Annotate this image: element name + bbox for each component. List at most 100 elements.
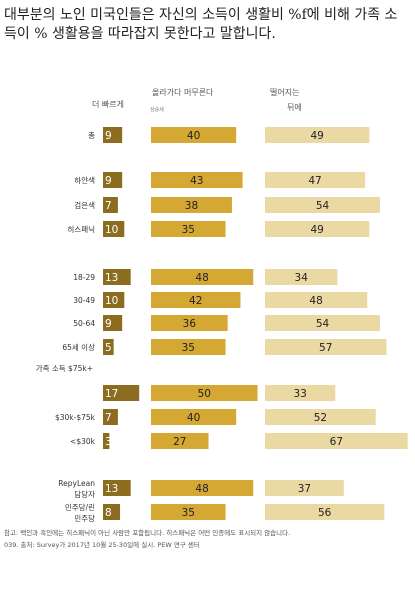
- category-label: RepyLean 담당자: [58, 479, 95, 499]
- bar-keeping-up: [151, 433, 209, 449]
- bar-faster: [103, 292, 125, 308]
- value-label-keeping-up: 27: [173, 436, 186, 448]
- bar-keeping-up: [151, 292, 241, 308]
- bar-faster: [103, 221, 125, 237]
- column-header-keeping-up: 올라가다 머무른다: [152, 88, 214, 97]
- value-label-faster: 7: [105, 412, 112, 424]
- value-label-faster: 7: [105, 200, 112, 212]
- value-label-keeping-up: 40: [187, 412, 200, 424]
- value-label-falling-behind: 34: [295, 272, 309, 284]
- category-label: 하얀색: [74, 175, 95, 185]
- value-label-keeping-up: 40: [187, 130, 200, 142]
- value-label-faster: 5: [105, 342, 112, 354]
- column-header-faster: 더 빠르게: [92, 99, 124, 109]
- value-label-falling-behind: 49: [310, 224, 323, 236]
- bar-falling-behind: [265, 339, 387, 355]
- bar-falling-behind: [265, 480, 344, 496]
- bar-faster: [103, 409, 118, 425]
- bar-keeping-up: [151, 504, 226, 520]
- value-label-keeping-up: 50: [198, 388, 211, 400]
- value-label-faster: 9: [105, 175, 112, 187]
- value-label-falling-behind: 37: [298, 483, 311, 495]
- bar-faster: [103, 127, 123, 143]
- value-label-faster: 9: [105, 130, 112, 142]
- chart-note: 참고: 백인과 흑인에는 히스패닉이 아닌 사람만 포함됩니다. 히스패닉은 어…: [4, 527, 408, 551]
- value-label-falling-behind: 57: [319, 342, 332, 354]
- value-label-faster: 13: [105, 272, 118, 284]
- bar-falling-behind: [265, 221, 370, 237]
- value-label-keeping-up: 35: [182, 507, 195, 519]
- value-label-falling-behind: 47: [308, 175, 321, 187]
- column-header-falling: 떨어지는: [270, 87, 299, 97]
- category-label: 가족 소득 $75k+: [36, 364, 93, 373]
- value-label-faster: 10: [105, 224, 118, 236]
- bar-keeping-up: [151, 269, 254, 285]
- bar-falling-behind: [265, 315, 381, 331]
- bar-falling-behind: [265, 127, 370, 143]
- bar-falling-behind: [265, 172, 366, 188]
- value-label-keeping-up: 48: [195, 483, 208, 495]
- bar-falling-behind: [265, 409, 376, 425]
- bar-faster: [103, 339, 114, 355]
- value-label-falling-behind: 33: [293, 388, 306, 400]
- bar-faster: [103, 433, 110, 449]
- value-label-falling-behind: 54: [316, 318, 330, 330]
- column-subheader-keeping-up: 상승세: [150, 106, 164, 113]
- category-label: 18-29: [73, 273, 95, 282]
- category-label: 민주당/린 민주당: [65, 502, 95, 523]
- value-label-falling-behind: 56: [318, 507, 332, 519]
- bar-falling-behind: [265, 385, 336, 401]
- bar-falling-behind: [265, 433, 408, 449]
- bar-faster: [103, 504, 121, 520]
- value-label-keeping-up: 43: [190, 175, 203, 187]
- value-label-faster: 9: [105, 318, 112, 330]
- value-label-keeping-up: 35: [182, 342, 195, 354]
- value-label-faster: 3: [105, 436, 112, 448]
- source-line: 039. 출처: Survey가 2017년 10월 25-30일에 실시. P…: [4, 541, 200, 549]
- value-label-falling-behind: 48: [309, 295, 322, 307]
- category-label: 65세 이상: [62, 342, 95, 352]
- value-label-keeping-up: 35: [182, 224, 195, 236]
- bar-faster: [103, 315, 123, 331]
- bar-faster: [103, 172, 123, 188]
- column-header-behind: 뒤에: [287, 103, 302, 112]
- category-label: 히스패닉: [67, 224, 95, 234]
- value-label-falling-behind: 67: [330, 436, 343, 448]
- bar-keeping-up: [151, 127, 237, 143]
- value-label-keeping-up: 38: [185, 200, 198, 212]
- value-label-faster: 10: [105, 295, 118, 307]
- bar-keeping-up: [151, 480, 254, 496]
- value-label-falling-behind: 52: [314, 412, 327, 424]
- bar-keeping-up: [151, 315, 228, 331]
- bar-faster: [103, 269, 131, 285]
- value-label-keeping-up: 36: [183, 318, 197, 330]
- value-label-faster: 17: [105, 388, 118, 400]
- category-label: $30k-$75k: [55, 413, 96, 422]
- bar-falling-behind: [265, 269, 338, 285]
- bar-keeping-up: [151, 385, 258, 401]
- category-label: 50-64: [73, 319, 95, 328]
- category-label: 30-49: [73, 296, 95, 305]
- bar-falling-behind: [265, 292, 368, 308]
- note-line: 참고: 백인과 흑인에는 히스패닉이 아닌 사람만 포함됩니다. 히스패닉은 어…: [4, 529, 291, 537]
- value-label-faster: 13: [105, 483, 118, 495]
- value-label-falling-behind: 54: [316, 200, 330, 212]
- chart-title: 대부분의 노인 미국인들은 자신의 소득이 생활비 %f에 비해 가족 소득이 …: [4, 7, 398, 42]
- bar-keeping-up: [151, 339, 226, 355]
- bar-keeping-up: [151, 409, 237, 425]
- bar-keeping-up: [151, 221, 226, 237]
- chart-rows: 총 9 40 49 하얀색 9 43 47 검은색 7 38 54 히스패닉 10 3 5 4 9 18-29 13 4…: [36, 127, 408, 523]
- bar-keeping-up: [151, 197, 232, 213]
- value-label-keeping-up: 48: [195, 272, 208, 284]
- bar-keeping-up: [151, 172, 243, 188]
- category-label: <$30k: [70, 437, 96, 446]
- bar-falling-behind: [265, 504, 385, 520]
- bar-faster: [103, 480, 131, 496]
- value-label-keeping-up: 42: [189, 295, 202, 307]
- bar-faster: [103, 197, 118, 213]
- bar-faster: [103, 385, 140, 401]
- bar-falling-behind: [265, 197, 381, 213]
- category-label: 총: [88, 131, 95, 140]
- category-label: 검은색: [74, 200, 95, 210]
